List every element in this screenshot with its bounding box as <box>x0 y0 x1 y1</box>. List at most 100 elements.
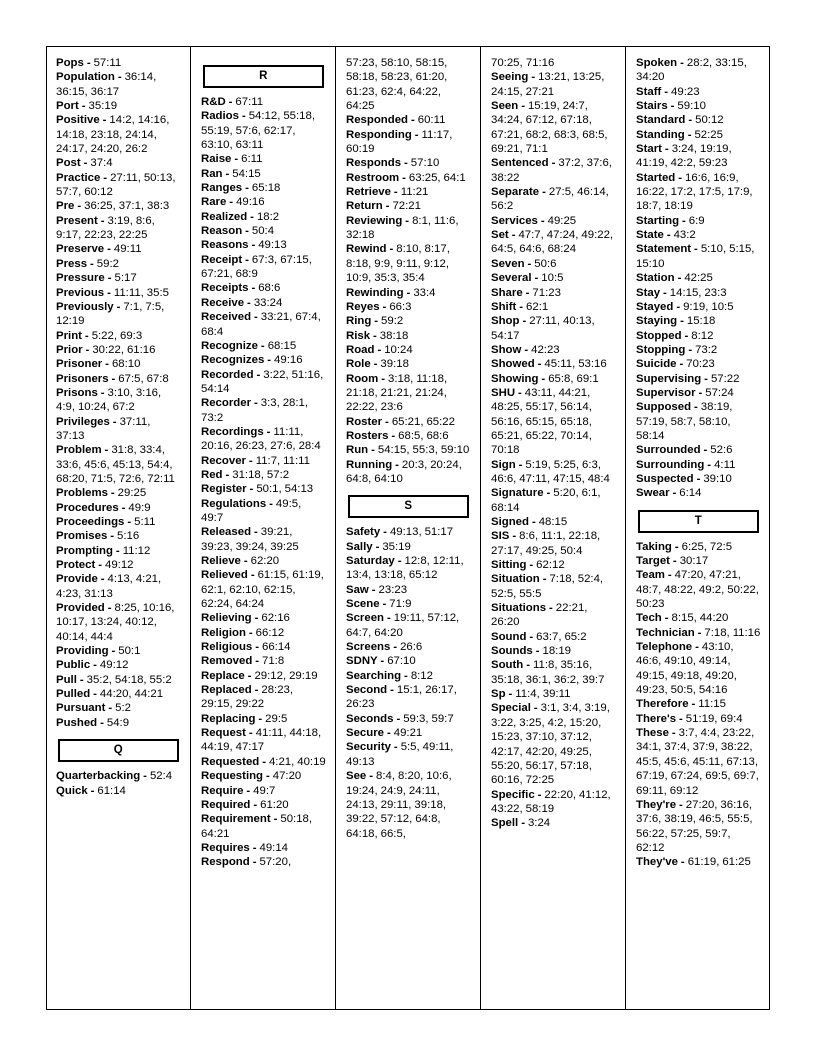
entry-word: Pulled <box>56 688 91 701</box>
entry-word: Requesting <box>201 770 264 783</box>
entry-separator: - <box>104 602 115 615</box>
entry-separator: - <box>104 243 114 256</box>
entry-separator: - <box>244 296 254 309</box>
index-entry: Responding - 11:17, 60:19 <box>346 128 471 157</box>
entry-references: 39:10 <box>703 472 732 485</box>
index-entry: Recorder - 3:3, 28:1, 73:2 <box>201 396 326 425</box>
entry-references: 49:12 <box>104 559 134 572</box>
index-entry: Run - 54:15, 55:3, 59:10 <box>346 443 471 457</box>
entry-word: Quick <box>56 784 88 797</box>
entry-references: 49:7 <box>253 784 276 797</box>
entry-word: Recognize <box>201 339 258 352</box>
index-entry: Sentenced - 37:2, 37:6, 38:22 <box>491 156 616 185</box>
entry-word: Telephone <box>636 641 693 654</box>
index-entry: Receipts - 68:6 <box>201 281 326 295</box>
entry-references: 37:4 <box>90 157 113 170</box>
entry-references: 11:12 <box>122 544 151 557</box>
entry-references: 50:12 <box>695 114 724 127</box>
index-entry: Supposed - 38:19, 57:19, 58:7, 58:10, 58… <box>636 400 761 443</box>
entry-references: 54:12, 55:18, 55:19, 57:6, 62:17, 63:10,… <box>201 110 316 152</box>
entry-word: Procedures <box>56 501 119 514</box>
entry-separator: - <box>676 712 686 725</box>
entry-references: 42:25 <box>684 272 713 285</box>
entry-references: 38:18 <box>379 329 409 342</box>
entry-word: Station <box>636 272 675 285</box>
entry-word: Positive <box>56 114 100 127</box>
entry-references: 11:7, 11:11 <box>255 454 310 467</box>
entry-word: Ring <box>346 315 372 328</box>
index-entry: Staff - 49:23 <box>636 85 761 99</box>
entry-references: 49:5, 49:7 <box>201 497 302 524</box>
index-entry: South - 11:8, 35:16, 35:18, 36:1, 36:2, … <box>491 658 616 687</box>
entry-word: See <box>346 770 367 783</box>
entry-separator: - <box>509 530 520 543</box>
index-entry: Sitting - 62:12 <box>491 558 616 572</box>
entry-references: 47:7, 47:24, 49:22, 64:5, 64:6, 68:24 <box>491 229 614 256</box>
entry-word: Religious <box>201 641 253 654</box>
entry-references: 33:4 <box>413 286 436 299</box>
index-entry: Procedures - 49:9 <box>56 501 181 515</box>
entry-references: 49:11 <box>113 243 142 256</box>
entry-references: 14:2, 14:16, 14:18, 23:18, 24:14, 24:17,… <box>56 114 170 156</box>
entry-separator: - <box>244 669 255 682</box>
entry-word: They're <box>636 798 677 811</box>
entry-separator: - <box>255 712 266 725</box>
entry-word: Reviewing <box>346 214 403 227</box>
entry-separator: - <box>667 100 678 113</box>
entry-separator: - <box>270 813 281 826</box>
entry-references: 42:23 <box>531 343 560 356</box>
index-entry: Screens - 26:6 <box>346 640 471 654</box>
entry-separator: - <box>676 358 687 371</box>
entry-word: Required <box>201 798 251 811</box>
entry-word: Supposed <box>636 401 692 414</box>
entry-references: 3:1, 3:4, 3:19, 3:22, 3:25, 4:2, 15:20, … <box>491 702 610 787</box>
index-entry: Stairs - 59:10 <box>636 99 761 113</box>
index-entry: Spoken - 28:2, 33:15, 34:20 <box>636 56 761 85</box>
entry-word: Screens <box>346 641 391 654</box>
index-entry: Port - 35:19 <box>56 99 181 113</box>
index-entry: R&D - 67:11 <box>201 95 326 109</box>
index-entry: Reyes - 66:3 <box>346 300 471 314</box>
entry-separator: - <box>76 673 87 686</box>
entry-separator: - <box>526 559 537 572</box>
entry-references: 5:10, 5:15, 15:10 <box>636 243 755 270</box>
entry-separator: - <box>245 727 256 740</box>
entry-word: State <box>636 229 664 242</box>
index-entry: Red - 31:18, 57:2 <box>201 468 326 482</box>
entry-word: Team <box>636 569 665 582</box>
index-entry: Providing - 50:1 <box>56 644 181 658</box>
entry-separator: - <box>673 300 684 313</box>
entry-separator: - <box>97 386 108 399</box>
entry-references: 15:18 <box>686 315 716 328</box>
entry-word: Saw <box>346 583 369 596</box>
entry-word: Reason <box>201 225 243 238</box>
index-entry: Several - 10:5 <box>491 271 616 285</box>
index-entry: Showing - 65:8, 69:1 <box>491 372 616 386</box>
entry-references: 49:25 <box>547 214 577 227</box>
index-entry: Recognize - 68:15 <box>201 339 326 353</box>
index-entry: Spell - 3:24 <box>491 816 616 830</box>
entry-separator: - <box>546 602 556 615</box>
entry-references: 37:11, 37:13 <box>56 415 151 442</box>
index-entry: Recover - 11:7, 11:11 <box>201 454 326 468</box>
entry-word: Require <box>201 784 244 797</box>
entry-word: Stopping <box>636 343 686 356</box>
entry-separator: - <box>693 472 704 485</box>
index-entry: Sp - 11:4, 39:11 <box>491 687 616 701</box>
entry-separator: - <box>523 659 533 672</box>
index-entry: Replaced - 28:23, 29:15, 29:22 <box>201 683 326 712</box>
entry-separator: - <box>372 540 383 553</box>
entry-separator: - <box>251 526 261 539</box>
entry-references: 67:3, 67:15, 67:21, 68:9 <box>201 253 312 281</box>
entry-references: 49:9 <box>128 501 151 514</box>
index-entry: Start - 3:24, 19:19, 41:19, 42:2, 59:23 <box>636 142 761 171</box>
entry-separator: - <box>81 329 92 342</box>
index-entry: Retrieve - 11:21 <box>346 185 471 199</box>
entry-separator: - <box>248 239 259 252</box>
index-entry: Role - 39:18 <box>346 357 471 371</box>
index-entry: Prisons - 3:10, 3:16, 4:9, 10:24, 67:2 <box>56 386 181 415</box>
index-entry: SDNY - 67:10 <box>346 654 471 668</box>
entry-word: Reasons <box>201 239 249 252</box>
entry-separator: - <box>384 727 394 740</box>
index-entry: Proceedings - 5:11 <box>56 515 181 529</box>
